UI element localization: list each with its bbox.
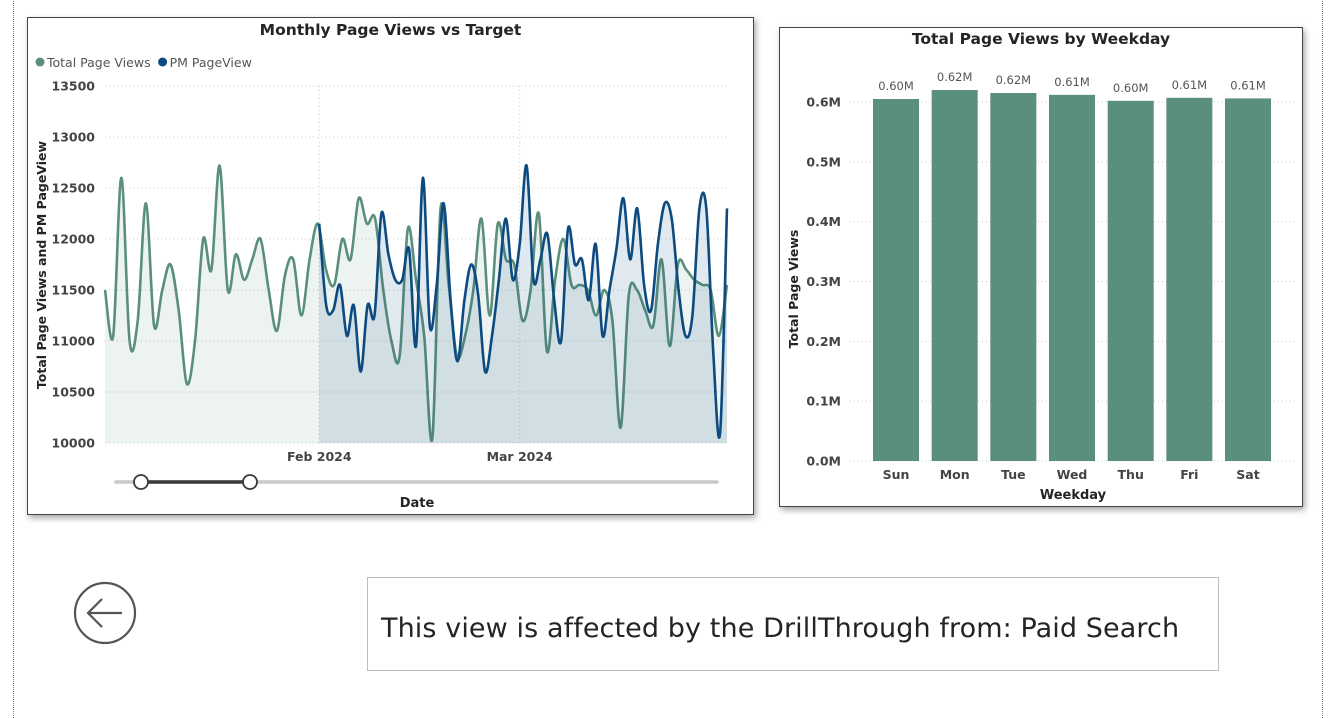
y-tick-label: 13500 [52, 79, 96, 94]
y-tick-label: 0.6M [806, 95, 841, 110]
y-tick-label: 10000 [52, 436, 96, 451]
bar-chart-svg[interactable]: 0.0M 0.1M 0.2M 0.3M 0.4M 0.5M 0.6M 0.60M Sun 0.62… [780, 28, 1302, 506]
x-tick-label: Sat [1236, 467, 1259, 482]
y-tick-label: 0.1M [806, 394, 841, 409]
bar-thu[interactable] [1107, 100, 1154, 461]
x-tick-label: Tue [1001, 467, 1026, 482]
legend-label-1: PM PageView [170, 55, 252, 70]
y-axis-label: Total Page Views [786, 230, 801, 349]
bar-data-label: 0.60M [1113, 81, 1149, 95]
x-tick-label: Fri [1180, 467, 1198, 482]
y-tick-label: 13000 [52, 130, 96, 145]
drillthrough-text: This view is affected by the DrillThroug… [381, 613, 1180, 644]
slider-handle-end[interactable] [242, 474, 258, 490]
y-tick-label: 12000 [52, 232, 96, 247]
drillthrough-info-box: This view is affected by the DrillThroug… [367, 577, 1219, 671]
bar-chart-visual[interactable]: Total Page Views by Weekday 0.0M 0.1M 0.2M… [779, 27, 1303, 507]
y-tick-label: 11000 [52, 334, 96, 349]
x-tick-label: Wed [1057, 467, 1088, 482]
legend-label-0: Total Page Views [46, 55, 151, 70]
series-area-0 [105, 165, 727, 443]
x-axis-label: Date [400, 496, 435, 511]
bar-data-label: 0.61M [1230, 78, 1266, 92]
bar-sun[interactable] [873, 99, 919, 461]
y-axis-label: Total Page Views and PM PageView [34, 140, 49, 389]
x-tick-label: Mar 2024 [487, 449, 553, 464]
x-tick-label: Sun [883, 467, 910, 482]
line-chart-svg[interactable]: Total Page Views PM PageView 10000 10500 110… [28, 18, 753, 514]
y-tick-label: 0.5M [806, 154, 841, 169]
x-axis-label: Weekday [1040, 488, 1107, 503]
y-tick-label: 0.0M [806, 454, 841, 469]
x-tick-label: Feb 2024 [287, 449, 352, 464]
x-tick-label: Thu [1118, 467, 1144, 482]
back-arrow-icon[interactable] [72, 580, 138, 646]
bar-data-label: 0.60M [878, 79, 914, 93]
bar-data-label: 0.61M [1172, 78, 1208, 92]
series-line-0[interactable] [103, 164, 729, 443]
legend-marker-1 [158, 57, 168, 67]
y-tick-label: 0.4M [806, 214, 841, 229]
bar-mon[interactable] [931, 90, 978, 462]
bar-data-label: 0.62M [996, 73, 1032, 87]
bar-chart-title: Total Page Views by Weekday [911, 30, 1171, 48]
bar-tue[interactable] [990, 93, 1037, 462]
series-line-1[interactable] [317, 164, 729, 439]
bar-data-label: 0.61M [1054, 75, 1090, 89]
bar-data-label: 0.62M [937, 70, 973, 84]
bar-sat[interactable] [1225, 98, 1272, 461]
back-button[interactable] [72, 580, 138, 646]
line-chart-title: Monthly Page Views vs Target [259, 21, 522, 39]
y-tick-label: 0.2M [806, 334, 841, 349]
y-tick-label: 12500 [52, 181, 96, 196]
line-chart-visual[interactable]: Monthly Page Views vs Target Total Page … [27, 17, 754, 515]
y-tick-label: 11500 [52, 283, 96, 298]
y-tick-label: 0.3M [806, 274, 841, 289]
y-tick-label: 10500 [52, 385, 96, 400]
page-border [13, 0, 1323, 718]
bar-wed[interactable] [1049, 94, 1096, 461]
legend-marker-0 [35, 57, 45, 67]
slider-handle-start[interactable] [133, 474, 149, 490]
x-tick-label: Mon [940, 467, 970, 482]
bar-fri[interactable] [1166, 97, 1213, 461]
